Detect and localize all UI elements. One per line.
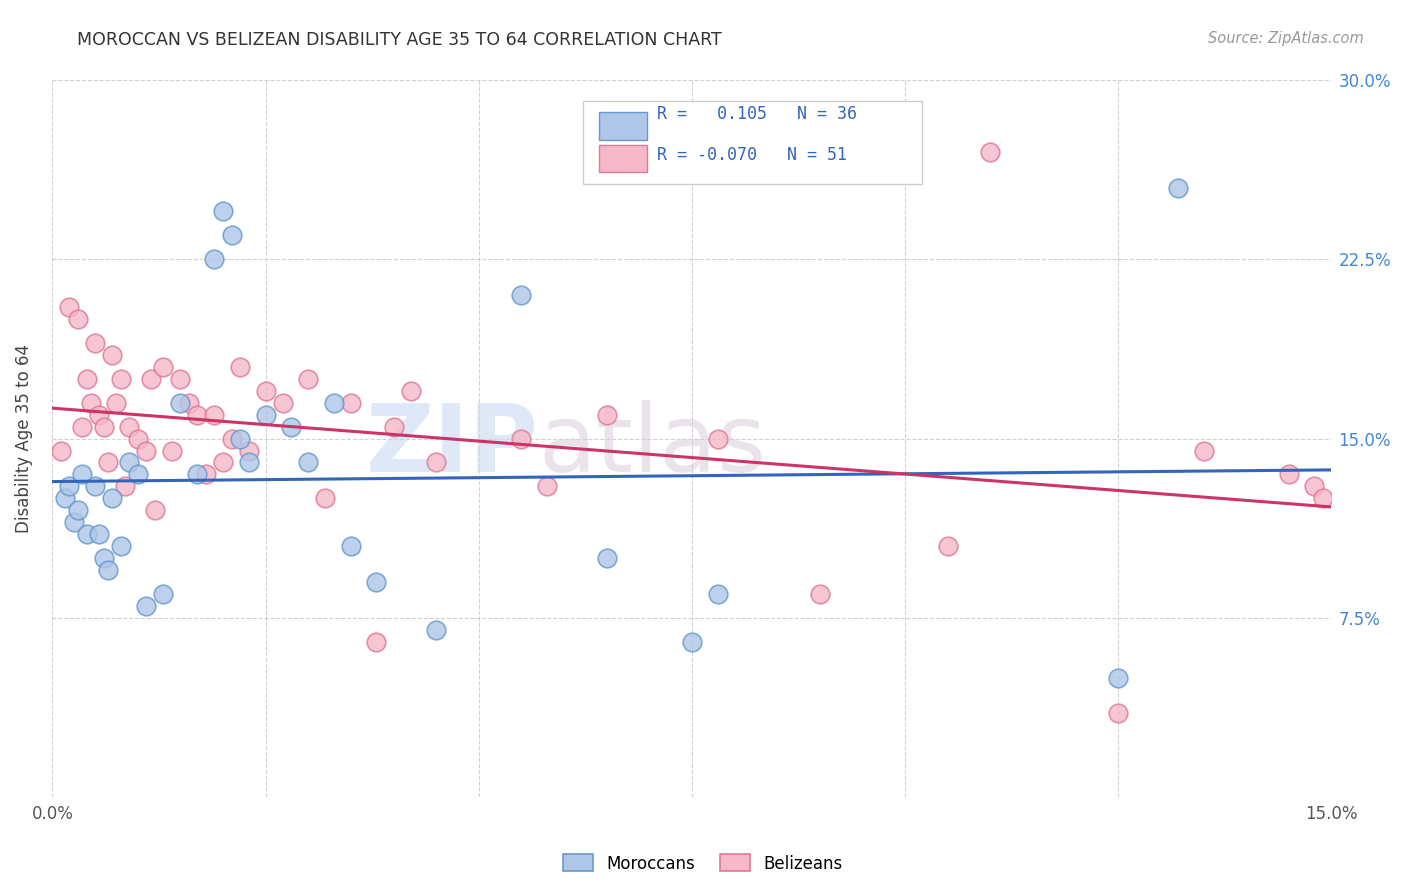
Point: [204, 408, 226, 422]
Point: [340, 395, 363, 409]
Point: [595, 408, 617, 422]
Point: [425, 455, 447, 469]
Point: [169, 395, 191, 409]
Point: [186, 467, 208, 482]
Point: [177, 395, 200, 409]
Point: [229, 432, 252, 446]
Point: [110, 372, 132, 386]
Point: [936, 539, 959, 553]
Point: [229, 359, 252, 374]
Point: [510, 432, 533, 446]
Point: [808, 587, 831, 601]
Point: [204, 252, 226, 267]
FancyBboxPatch shape: [583, 102, 922, 184]
Text: MOROCCAN VS BELIZEAN DISABILITY AGE 35 TO 64 CORRELATION CHART: MOROCCAN VS BELIZEAN DISABILITY AGE 35 T…: [77, 31, 723, 49]
Point: [62, 515, 84, 529]
Point: [1107, 671, 1129, 685]
Point: [76, 527, 98, 541]
Text: atlas: atlas: [538, 400, 766, 491]
Point: [49, 443, 72, 458]
Point: [706, 432, 728, 446]
Point: [1107, 706, 1129, 721]
Point: [139, 372, 162, 386]
Point: [382, 419, 405, 434]
Point: [135, 443, 157, 458]
Point: [254, 384, 277, 398]
Text: R =   0.105   N = 36: R = 0.105 N = 36: [658, 104, 858, 123]
Point: [186, 408, 208, 422]
Point: [297, 455, 319, 469]
Point: [706, 587, 728, 601]
Point: [152, 587, 174, 601]
Point: [101, 491, 124, 506]
Point: [58, 479, 80, 493]
Point: [536, 479, 558, 493]
Point: [254, 408, 277, 422]
Point: [84, 335, 107, 350]
Point: [97, 455, 120, 469]
Point: [297, 372, 319, 386]
Point: [1192, 443, 1215, 458]
Point: [127, 467, 149, 482]
Point: [1167, 180, 1189, 194]
Point: [143, 503, 166, 517]
Legend: Moroccans, Belizeans: Moroccans, Belizeans: [557, 847, 849, 880]
Point: [118, 419, 141, 434]
Point: [105, 395, 128, 409]
Point: [72, 467, 94, 482]
Point: [221, 228, 243, 243]
Point: [127, 432, 149, 446]
Point: [399, 384, 422, 398]
Point: [101, 348, 124, 362]
Point: [160, 443, 183, 458]
Point: [97, 563, 120, 577]
Point: [194, 467, 217, 482]
Point: [221, 432, 243, 446]
Point: [1312, 491, 1334, 506]
Point: [366, 634, 388, 648]
Point: [118, 455, 141, 469]
Point: [238, 455, 260, 469]
Point: [280, 419, 302, 434]
Text: Source: ZipAtlas.com: Source: ZipAtlas.com: [1208, 31, 1364, 46]
Point: [238, 443, 260, 458]
Point: [93, 419, 115, 434]
Point: [169, 372, 191, 386]
Point: [53, 491, 76, 506]
Point: [212, 455, 235, 469]
Point: [212, 204, 235, 219]
Point: [425, 623, 447, 637]
Point: [93, 551, 115, 566]
Y-axis label: Disability Age 35 to 64: Disability Age 35 to 64: [15, 344, 32, 533]
Point: [979, 145, 1001, 159]
FancyBboxPatch shape: [599, 112, 647, 139]
Point: [340, 539, 363, 553]
Point: [510, 288, 533, 302]
Point: [595, 551, 617, 566]
Point: [84, 479, 107, 493]
Point: [135, 599, 157, 613]
Point: [110, 539, 132, 553]
FancyBboxPatch shape: [599, 145, 647, 172]
Point: [114, 479, 136, 493]
Point: [1278, 467, 1301, 482]
Point: [89, 408, 111, 422]
Point: [152, 359, 174, 374]
Point: [271, 395, 294, 409]
Point: [322, 395, 344, 409]
Point: [58, 300, 80, 314]
Point: [66, 503, 89, 517]
Point: [80, 395, 103, 409]
Point: [681, 634, 703, 648]
Point: [366, 574, 388, 589]
Point: [314, 491, 336, 506]
Text: R = -0.070   N = 51: R = -0.070 N = 51: [658, 146, 848, 164]
Point: [66, 312, 89, 326]
Text: ZIP: ZIP: [366, 400, 538, 491]
Point: [76, 372, 98, 386]
Point: [89, 527, 111, 541]
Point: [1303, 479, 1326, 493]
Point: [72, 419, 94, 434]
